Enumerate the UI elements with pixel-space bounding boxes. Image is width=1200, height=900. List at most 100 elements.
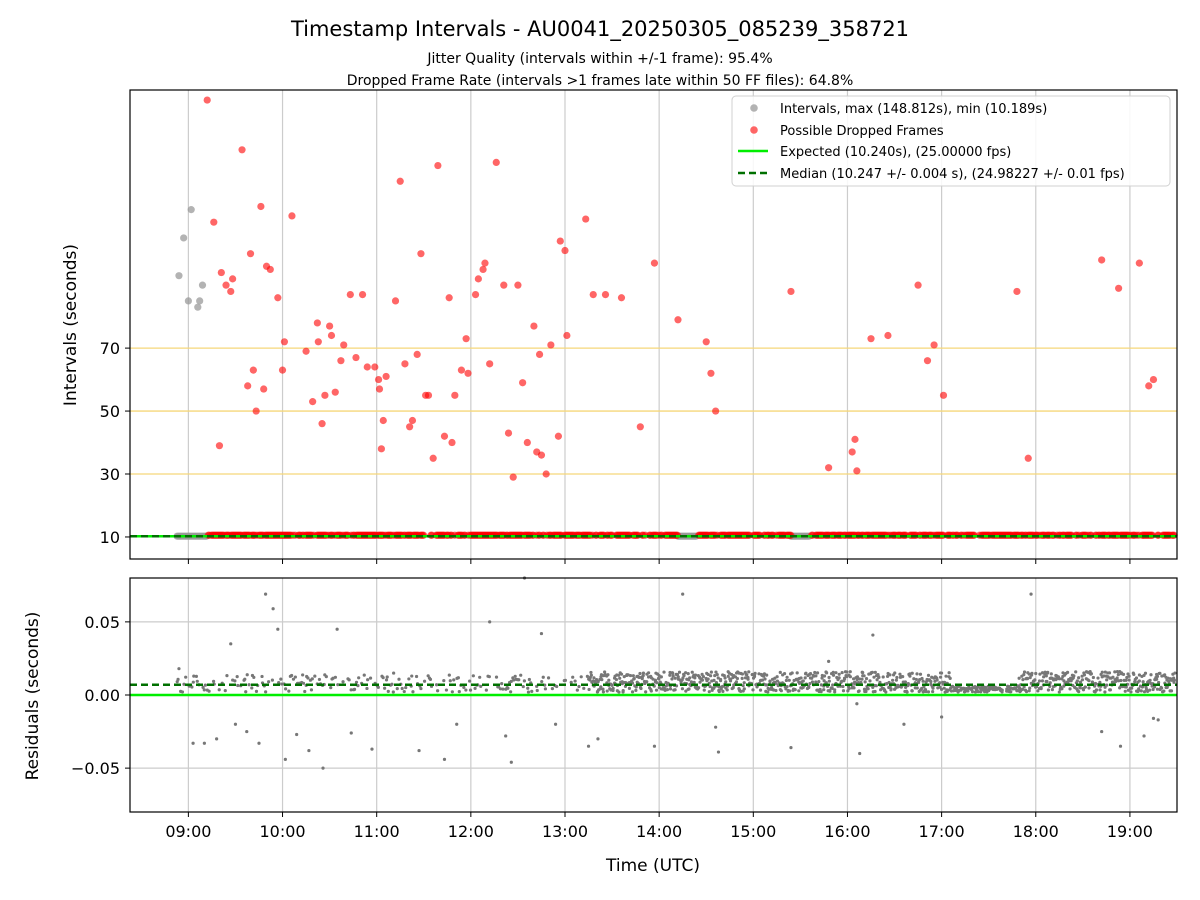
dropped-frame-point: [217, 268, 225, 277]
legend-label-expected: Expected (10.240s), (25.00000 fps): [780, 145, 1011, 160]
residual-point: [614, 677, 619, 682]
residual-point: [768, 679, 772, 684]
residual-point: [180, 690, 185, 694]
residual-point: [1114, 679, 1118, 683]
residual-point: [938, 675, 943, 679]
dropped-frame-point: [492, 158, 500, 166]
residual-point: [428, 677, 433, 681]
dropped-frame-point: [556, 237, 564, 245]
residual-point: [543, 687, 548, 691]
residual-outlier-point: [871, 633, 875, 637]
residual-point: [592, 676, 596, 680]
residual-point: [589, 670, 593, 675]
residual-point: [709, 670, 713, 674]
residual-point: [760, 678, 765, 682]
dropped-frame-point: [246, 250, 255, 258]
residual-outlier-point: [257, 741, 261, 745]
dropped-frame-point: [535, 350, 544, 359]
residual-point: [687, 687, 691, 691]
residual-point: [217, 688, 221, 692]
residual-point: [658, 680, 662, 684]
residual-point: [828, 689, 832, 693]
residual-point: [750, 673, 754, 677]
residual-outlier-point: [263, 592, 268, 596]
dropped-frame-point: [331, 388, 339, 396]
residual-point: [665, 688, 670, 692]
residual-point: [1046, 670, 1050, 674]
residual-point: [447, 673, 451, 677]
residual-point: [840, 670, 844, 675]
dropped-frame-point: [1149, 375, 1158, 384]
residual-point: [671, 671, 675, 675]
dropped-frame-point: [787, 287, 795, 296]
residual-outlier-point: [488, 620, 492, 624]
residual-point: [804, 671, 808, 675]
residual-point: [1021, 677, 1025, 682]
residual-point: [468, 688, 473, 692]
dropped-frame-point: [377, 445, 385, 453]
dropped-frame-point: [1115, 284, 1123, 292]
residual-point: [976, 685, 980, 689]
residual-point: [1050, 688, 1054, 692]
residual-point: [383, 686, 387, 690]
residual-point: [1038, 672, 1042, 676]
residual-point: [1009, 690, 1013, 694]
residual-point: [784, 678, 788, 683]
residual-outlier-point: [229, 642, 233, 646]
residual-point: [799, 676, 803, 680]
dropped-frame-point: [278, 366, 287, 374]
intervals-y-ticks: 10 30 50 70: [100, 339, 130, 547]
residuals-panel: 0.05 0.00 −0.05 09:00 10:00 11:00 12:00 13:00 1…: [23, 576, 1178, 876]
residual-point: [1065, 670, 1070, 674]
residual-point: [681, 676, 685, 680]
residual-point: [1049, 672, 1053, 676]
residual-point: [723, 676, 727, 680]
residual-point: [1158, 671, 1162, 675]
dropped-frame-point: [617, 294, 626, 302]
residual-point: [1048, 681, 1052, 685]
dropped-frame-point: [327, 331, 336, 340]
residual-point: [734, 680, 739, 684]
residual-point: [726, 674, 730, 678]
chart-title: Timestamp Intervals - AU0041_20250305_08…: [290, 17, 909, 42]
residual-point: [563, 678, 568, 682]
residual-point: [1057, 690, 1061, 694]
residual-point: [745, 673, 749, 677]
residual-point: [708, 684, 712, 689]
residual-point: [1060, 687, 1064, 691]
residual-outlier-point: [271, 607, 275, 611]
residual-point: [885, 674, 890, 679]
residual-point: [641, 673, 645, 678]
dropped-frame-point: [266, 265, 274, 274]
dropped-frame-point: [474, 275, 482, 283]
residual-point: [368, 676, 373, 680]
dropped-frame-point: [326, 322, 334, 330]
residual-point: [190, 685, 194, 689]
residual-point: [225, 674, 229, 678]
residuals-y-axis-label: Residuals (seconds): [23, 612, 43, 781]
residual-point: [601, 687, 605, 691]
residual-point: [888, 673, 892, 677]
residual-point: [619, 672, 624, 676]
residual-point: [1061, 671, 1065, 675]
residual-point: [509, 690, 513, 694]
residual-point: [484, 688, 488, 692]
residual-point: [395, 686, 399, 691]
residual-point: [655, 681, 659, 685]
residual-point: [851, 677, 856, 681]
residual-point: [712, 678, 716, 682]
residual-point: [1022, 673, 1026, 677]
dropped-frame-point: [712, 407, 720, 415]
residual-point: [1024, 690, 1029, 694]
residual-point: [411, 690, 415, 694]
residual-point: [926, 690, 931, 694]
residual-point: [384, 678, 389, 682]
residual-point: [931, 686, 935, 690]
residual-point: [233, 679, 237, 683]
residual-point: [837, 672, 841, 676]
residual-point: [376, 685, 380, 689]
residual-point: [630, 690, 635, 694]
residual-point: [202, 688, 206, 692]
residual-point: [920, 676, 924, 681]
residual-point: [569, 680, 573, 684]
